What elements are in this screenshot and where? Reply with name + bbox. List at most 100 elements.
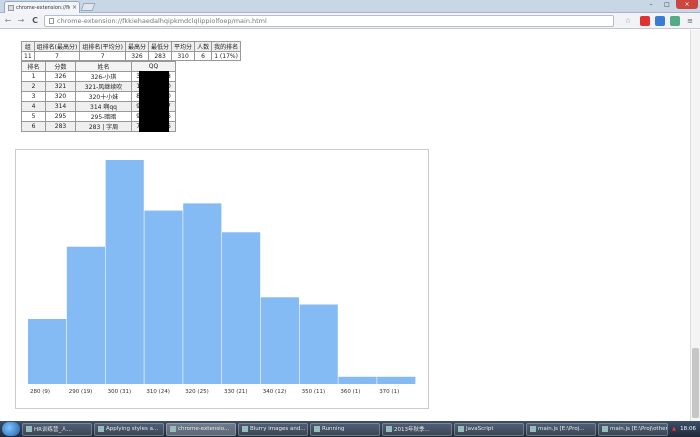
stats-header-cell: 组排名(平均分) xyxy=(79,41,127,52)
taskbar-task[interactable]: main.js [E:\Proj... xyxy=(526,422,596,436)
qq-cell: 9█████77 xyxy=(131,101,176,112)
clock: 18:06 xyxy=(680,426,696,432)
score-cell: 283 xyxy=(45,121,76,132)
app-icon xyxy=(386,426,392,432)
forward-button[interactable]: → xyxy=(17,16,25,25)
minimize-button[interactable]: – xyxy=(649,1,653,8)
tab-bar: chrome-extension://fkkie × – □ × xyxy=(0,0,700,13)
url-input[interactable] xyxy=(57,17,597,25)
page-content: 组组排名(最高分) 组排名(平均分) 最高分 最低分 平均分 人数 我的排名 11 7 7 326… xyxy=(0,30,688,421)
taskbar-task[interactable]: Running xyxy=(310,422,380,436)
menu-icon[interactable]: ≡ xyxy=(687,17,693,25)
rank-cell: 5 xyxy=(21,111,46,122)
page-icon xyxy=(49,18,54,24)
tab-title: chrome-extension://fkkie xyxy=(16,4,70,11)
histogram-bar xyxy=(299,304,338,384)
taskbar-task-label: JavaScript xyxy=(466,426,494,432)
stats-value-cell: 310 xyxy=(171,51,196,61)
bookmark-star-icon[interactable]: ☆ xyxy=(624,17,632,25)
redaction-block xyxy=(139,101,169,112)
qq-cell: 1█████00 xyxy=(131,81,176,92)
scrollbar-thumb[interactable] xyxy=(692,348,699,418)
histogram-bar xyxy=(377,376,416,384)
name-cell: 283 | 字周 xyxy=(75,121,132,132)
system-tray: ▲ 18:06 xyxy=(672,426,700,432)
histogram-tick-label: 340 (12) xyxy=(263,389,287,395)
histogram-bar xyxy=(105,160,144,384)
histogram-tick-label: 330 (21) xyxy=(224,389,248,395)
score-cell: 320 xyxy=(45,91,76,102)
stats-value-cell: 283 xyxy=(148,51,173,61)
redaction-block xyxy=(139,111,169,122)
stats-value-cell: 11 xyxy=(21,51,35,61)
redaction-block xyxy=(139,81,169,92)
name-cell: 321-风继续吹 xyxy=(75,81,132,92)
name-cell: 295-暗暗 xyxy=(75,111,132,122)
app-icon xyxy=(26,426,32,432)
taskbar-tasks: HR训练营_人... Applying styles a... chrome-ext… xyxy=(22,422,668,436)
extension-blue-icon[interactable] xyxy=(655,16,665,26)
taskbar-task-label: 2013年秋季... xyxy=(394,427,430,433)
stats-header-row: 组组排名(最高分) 组排名(平均分) 最高分 最低分 平均分 人数 我的排名 xyxy=(21,41,242,52)
taskbar-task-label: Running xyxy=(322,426,345,432)
app-icon xyxy=(530,426,536,432)
browser-tab[interactable]: chrome-extension://fkkie × xyxy=(4,1,80,13)
ranking-header-row: 排名 分数 姓名 QQ xyxy=(21,61,176,72)
taskbar-task[interactable]: JavaScript xyxy=(454,422,524,436)
tray-alert-icon[interactable]: ▲ xyxy=(671,426,677,432)
histogram-bar xyxy=(66,246,105,384)
browser-toolbar: ← → C ☆ ≡ xyxy=(0,13,700,29)
ranking-header-cell: 排名 xyxy=(21,61,46,72)
taskbar-task[interactable]: chrome-extensio... xyxy=(166,422,236,436)
stats-header-cell: 组排名(最高分) xyxy=(33,41,81,52)
extension-green-icon[interactable] xyxy=(670,16,680,26)
maximize-button[interactable]: □ xyxy=(664,1,670,8)
histogram-tick-label: 310 (24) xyxy=(146,389,170,395)
taskbar-task[interactable]: 2013年秋季... xyxy=(382,422,452,436)
taskbar-task[interactable]: main.js [E:\Proj\other... xyxy=(598,422,668,436)
extension-red-icon[interactable] xyxy=(640,16,650,26)
histogram-bar xyxy=(222,232,261,384)
taskbar-task[interactable]: HR训练营_人... xyxy=(22,422,92,436)
histogram-tick-label: 370 (1) xyxy=(379,389,399,395)
stats-header-cell: 人数 xyxy=(194,41,213,52)
vertical-scrollbar[interactable] xyxy=(690,30,700,421)
address-bar[interactable] xyxy=(44,15,614,27)
taskbar-task[interactable]: Applying styles a... xyxy=(94,422,164,436)
histogram-tick-label: 360 (1) xyxy=(340,389,360,395)
histogram-tick-label: 280 (9) xyxy=(30,389,50,395)
taskbar-task[interactable]: Blurry images and... xyxy=(238,422,308,436)
app-icon xyxy=(170,426,176,432)
stats-header-cell: 组 xyxy=(21,41,35,52)
rank-cell: 2 xyxy=(21,81,46,92)
stats-value-cell: 326 xyxy=(125,51,150,61)
taskbar-task-label: main.js [E:\Proj\other... xyxy=(610,426,668,432)
group-stats-table: 组组排名(最高分) 组排名(平均分) 最高分 最低分 平均分 人数 我的排名 11 7 7 326… xyxy=(21,41,242,61)
stats-header-cell: 最低分 xyxy=(148,41,173,52)
stats-header-cell: 平均分 xyxy=(171,41,196,52)
stats-value-row: 11 7 7 326 283 310 6 1 (17%) xyxy=(21,51,242,61)
histogram-tick-label: 300 (31) xyxy=(108,389,132,395)
reload-button[interactable]: C xyxy=(32,16,38,25)
taskbar-task-label: Applying styles a... xyxy=(106,426,159,432)
name-cell: 314 啊qq xyxy=(75,101,132,112)
stats-value-cell: 6 xyxy=(194,51,213,61)
back-button[interactable]: ← xyxy=(4,16,12,25)
histogram-tick-label: 290 (19) xyxy=(69,389,93,395)
histogram-tick-label: 350 (11) xyxy=(302,389,326,395)
close-tab-icon[interactable]: × xyxy=(72,4,78,11)
histogram-bar xyxy=(338,376,377,384)
stats-value-cell: 7 xyxy=(79,51,127,61)
start-button[interactable] xyxy=(2,422,20,436)
close-window-button[interactable]: × xyxy=(676,0,698,9)
new-tab-button[interactable] xyxy=(80,3,96,11)
rank-cell: 1 xyxy=(21,71,46,82)
stats-value-cell: 1 (17%) xyxy=(211,51,242,61)
qq-cell: 9█████76 xyxy=(131,111,176,122)
score-histogram: 280 (9) 290 (19) 300 (31) 310 (24) 320 (25) 3… xyxy=(15,149,429,409)
